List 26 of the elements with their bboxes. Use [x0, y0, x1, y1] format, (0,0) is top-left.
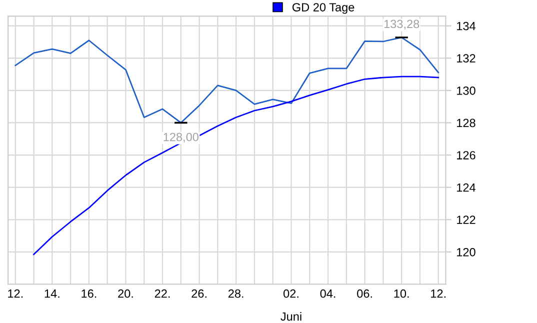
- annotation: 133,28: [384, 20, 420, 30]
- x-tick-label: 06.: [357, 289, 372, 298]
- x-tick-label: 16.: [82, 289, 96, 298]
- x-tick-label: 12.: [431, 289, 446, 298]
- y-tick-label: 120: [457, 248, 476, 256]
- x-tick-label: 20.: [118, 289, 133, 298]
- x-tick-label: 02.: [284, 289, 298, 298]
- x-tick-label: 14.: [44, 290, 60, 298]
- y-tick-label: 122: [457, 216, 476, 224]
- y-tick-label: 130: [457, 86, 476, 95]
- annotation: 128,00: [164, 132, 199, 143]
- line-series: [14, 36, 440, 124]
- x-tick-label: 12.: [8, 289, 23, 298]
- line-series: [33, 76, 440, 256]
- legend-label: GD 20 Tage: [292, 3, 354, 14]
- y-tick-label: 134: [457, 22, 476, 30]
- x-tick-label: 22.: [154, 289, 170, 298]
- y-tick-label: 132: [457, 54, 476, 63]
- y-tick-label: 124: [457, 183, 476, 192]
- x-tick-label: 10.: [394, 289, 409, 298]
- text: Juni: [280, 312, 302, 321]
- y-tick-label: 128: [457, 118, 476, 128]
- x-tick-label: 26.: [192, 289, 206, 298]
- y-tick-label: 126: [457, 151, 476, 160]
- x-tick-label: 28.: [228, 289, 244, 298]
- x-tick-label: 04.: [320, 289, 336, 298]
